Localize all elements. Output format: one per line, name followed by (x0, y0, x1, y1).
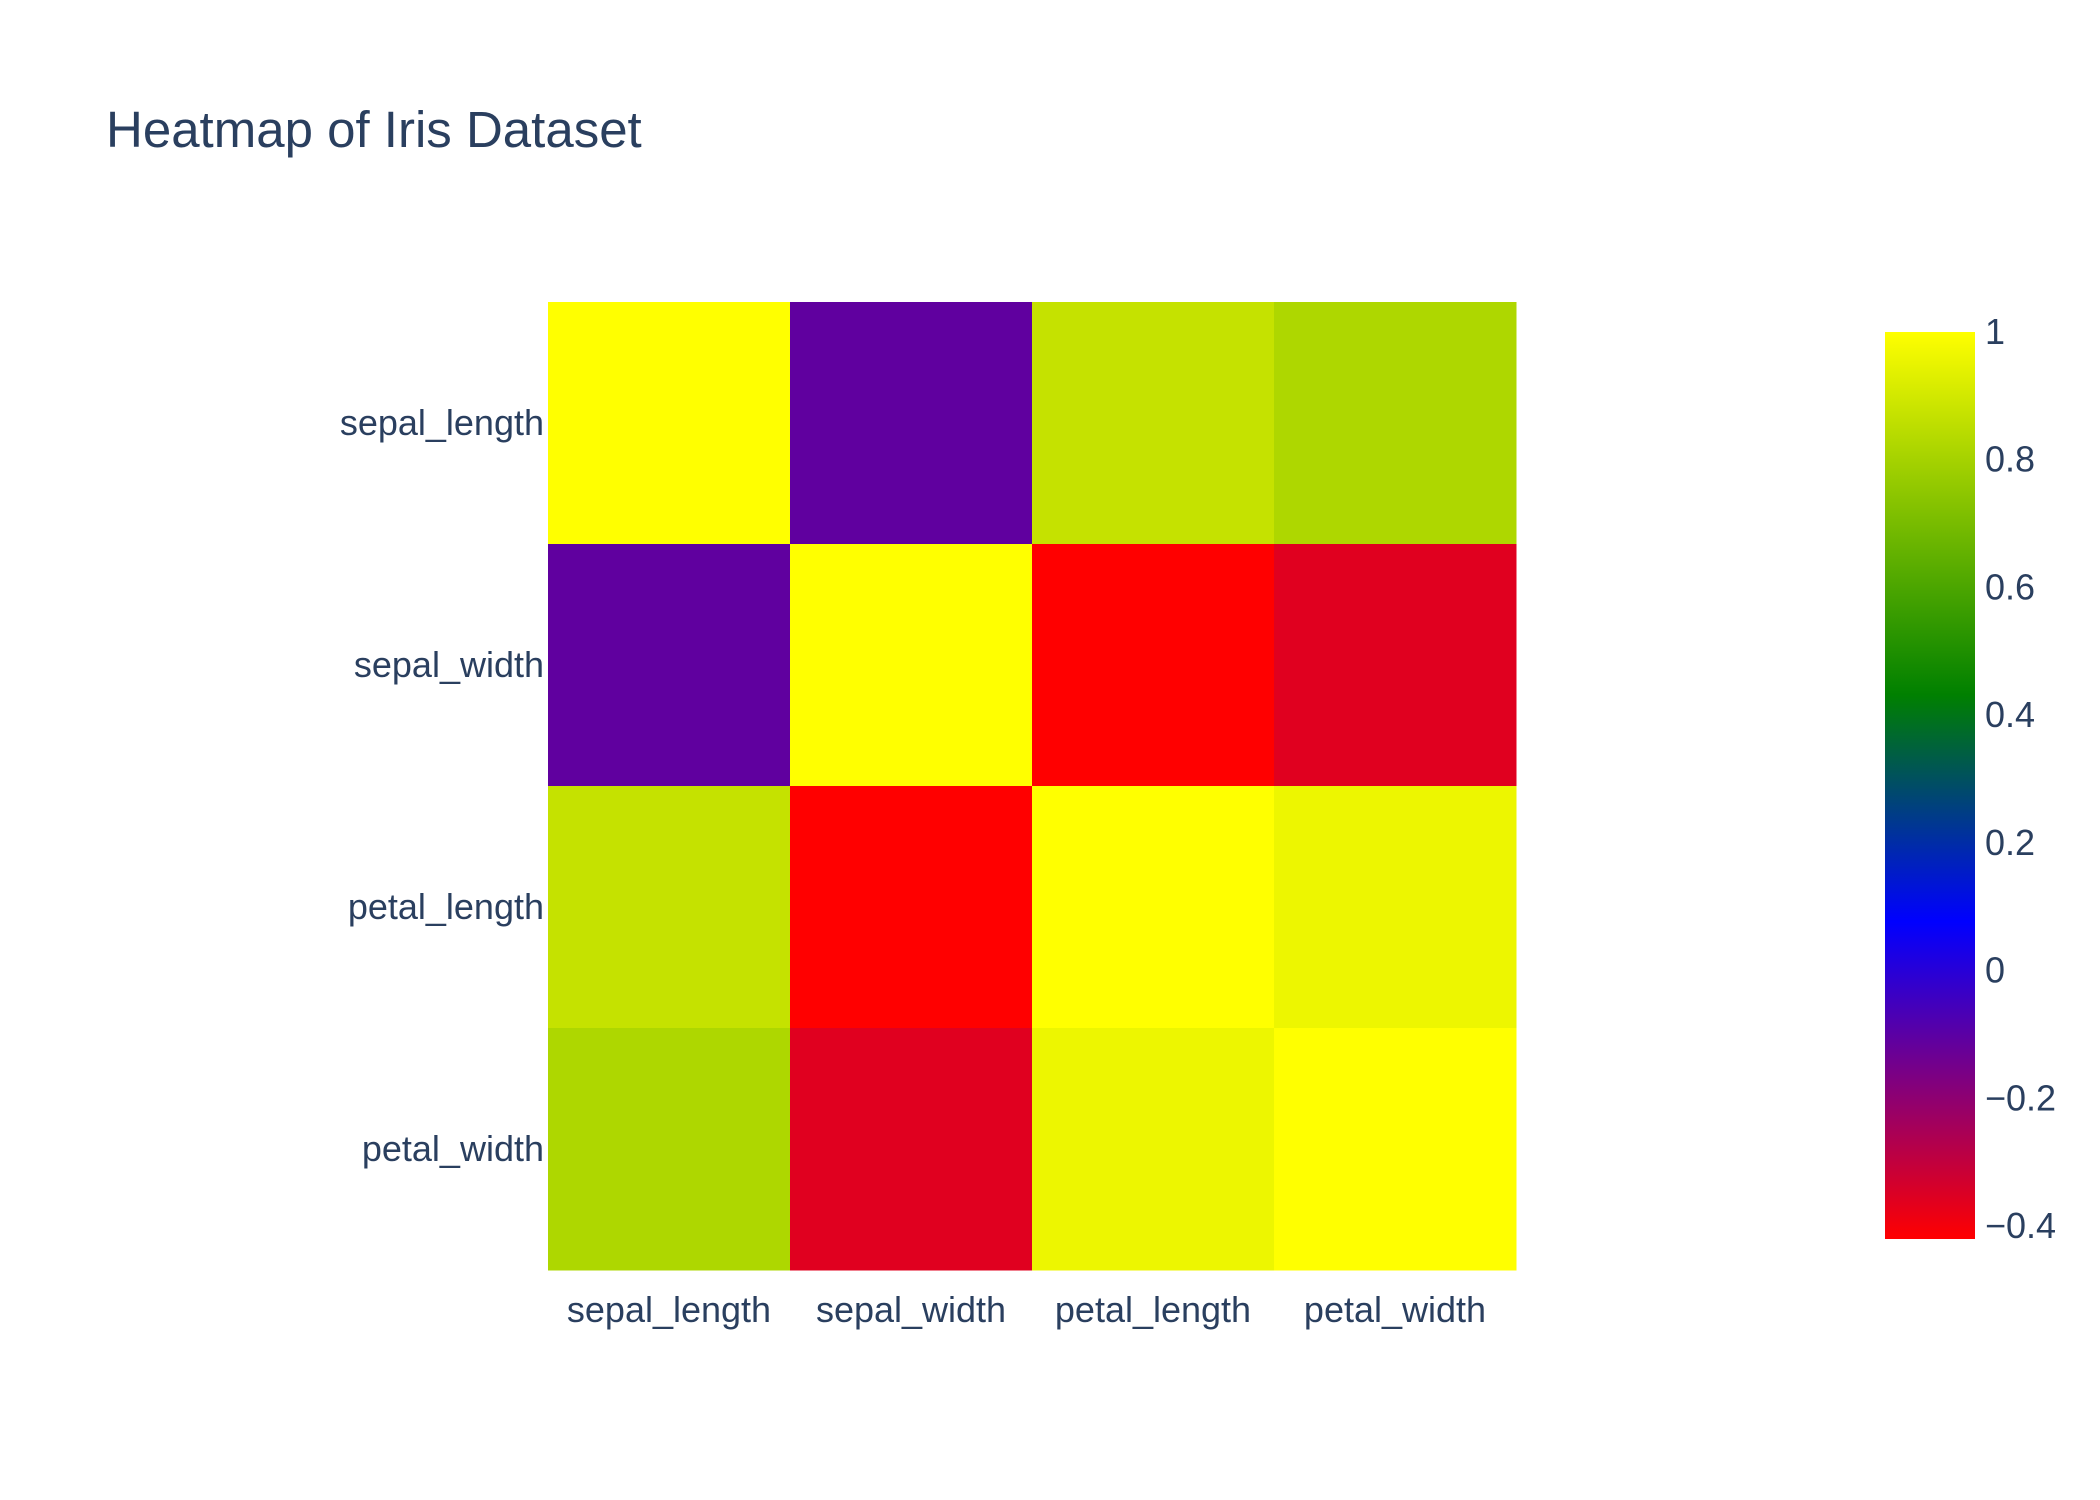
heatmap-cell-sepal_width-sepal_length (548, 544, 791, 787)
y-tick-label: petal_length (348, 886, 544, 927)
x-tick-label: sepal_width (816, 1289, 1006, 1330)
colorbar-tick-label: 0.2 (1985, 822, 2035, 863)
heatmap-cell-sepal_width-petal_length (1032, 544, 1275, 787)
heatmap-cell-petal_length-sepal_width (790, 786, 1033, 1029)
heatmap-cell-sepal_length-sepal_length (548, 302, 791, 545)
heatmap-cell-sepal_length-sepal_width (790, 302, 1033, 545)
y-axis-ticks: sepal_length sepal_width petal_lengthpetal… (340, 402, 544, 1169)
x-axis-ticks: sepal_length sepal_width petal_length petal… (567, 1289, 1486, 1330)
x-tick-label: sepal_length (567, 1289, 771, 1330)
colorbar-gradient (1885, 332, 1975, 1239)
colorbar-tick-label: −0.2 (1985, 1077, 2056, 1118)
heatmap-cell-petal_width-petal_width (1274, 1028, 1517, 1271)
heatmap-cell-sepal_width-sepal_width (790, 544, 1033, 787)
heatmap-cell-petal_length-petal_length (1032, 786, 1275, 1029)
colorbar-tick-label: 0.4 (1985, 694, 2035, 735)
heatmap-cell-sepal_length-petal_width (1274, 302, 1517, 545)
colorbar-ticks: 1 0.8 0.6 0.4 0.2 0 −0.2 −0.4 (1985, 311, 2056, 1246)
colorbar-tick-label: 0.6 (1985, 566, 2035, 607)
x-tick-label: petal_width (1304, 1289, 1486, 1330)
colorbar-tick-label: 0 (1985, 950, 2005, 991)
heatmap-cell-sepal_length-petal_length (1032, 302, 1275, 545)
colorbar-tick-label: −0.4 (1985, 1205, 2056, 1246)
colorbar-tick-label: 1 (1985, 311, 2005, 352)
y-tick-label: petal_width (362, 1128, 544, 1169)
heatmap-cell-petal_width-petal_length (1032, 1028, 1275, 1271)
heatmap-cell-petal_length-petal_width (1274, 786, 1517, 1029)
x-tick-label: petal_length (1055, 1289, 1251, 1330)
heatmap-cell-petal_length-sepal_length (548, 786, 791, 1029)
chart-title: Heatmap of Iris Dataset (106, 101, 642, 158)
heatmap-cell-sepal_width-petal_width (1274, 544, 1517, 787)
heatmap-cells (548, 302, 1517, 1271)
colorbar-tick-label: 0.8 (1985, 439, 2035, 480)
colorbar: 1 0.8 0.6 0.4 0.2 0 −0.2 −0.4 (1885, 311, 2056, 1246)
heatmap-cell-petal_width-sepal_length (548, 1028, 791, 1271)
y-tick-label: sepal_length (340, 402, 544, 443)
heatmap-cell-petal_width-sepal_width (790, 1028, 1033, 1271)
y-tick-label: sepal_width (354, 644, 544, 685)
